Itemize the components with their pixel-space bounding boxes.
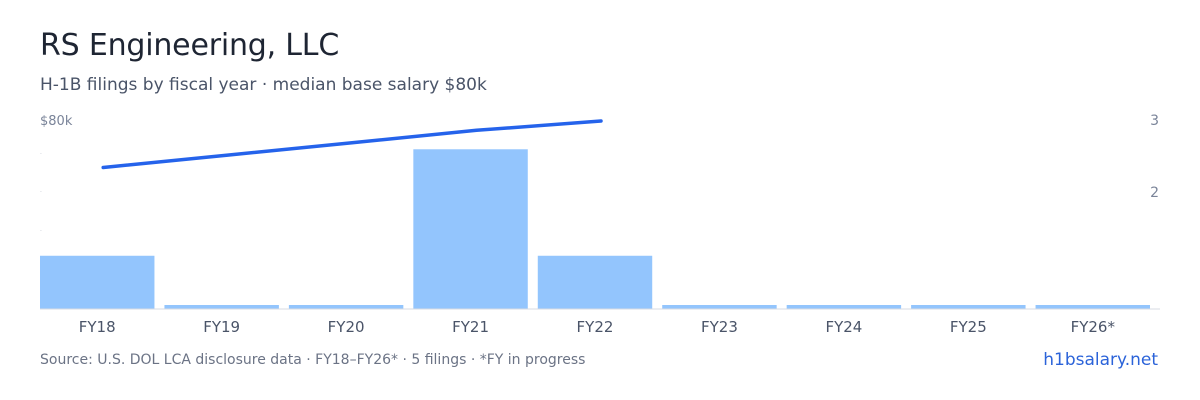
source-note: Source: U.S. DOL LCA disclosure data · F… <box>40 352 586 368</box>
bar-fy22 <box>537 255 653 309</box>
x-axis-labels: FY18 FY19 FY20 FY21 FY22 FY23 FY24 FY25 FY26* <box>79 318 1116 336</box>
bar-fy25 <box>911 305 1026 309</box>
x-tick-label: FY26* <box>1071 318 1116 336</box>
x-tick-label: FY18 <box>79 318 116 336</box>
filings-chart: FY18 FY19 FY20 FY21 FY22 FY23 FY24 FY25 FY26* $8… <box>40 113 1160 336</box>
x-tick-label: FY20 <box>328 318 365 336</box>
x-tick-label: FY22 <box>577 318 614 336</box>
bar-fy24 <box>786 305 902 309</box>
bar-fy21 <box>413 149 528 309</box>
x-tick-label: FY21 <box>452 318 489 336</box>
left-axis-tick-80k: $80k <box>40 114 73 129</box>
left-axis-minor-tick: · <box>40 151 42 158</box>
right-axis-tick-2: 2 <box>1150 185 1159 201</box>
page-title: RS Engineering, LLC <box>40 28 340 63</box>
page-subtitle: H-1B filings by fiscal year · median bas… <box>40 75 487 95</box>
x-tick-label: FY19 <box>203 318 240 336</box>
left-axis-minor-tick: · <box>40 189 42 196</box>
median-salary-line <box>101 119 603 170</box>
bar-fy26 <box>1035 305 1150 309</box>
bar-fy18 <box>40 255 155 309</box>
site-link[interactable]: h1bsalary.net <box>1043 350 1158 370</box>
x-tick-label: FY25 <box>950 318 987 336</box>
right-axis-tick-3: 3 <box>1150 113 1159 129</box>
left-axis-minor-tick: · <box>40 228 42 235</box>
bars-group <box>40 149 1150 309</box>
bar-fy23 <box>662 305 777 309</box>
bar-fy20 <box>288 305 404 309</box>
x-tick-label: FY23 <box>701 318 738 336</box>
bar-fy19 <box>164 305 279 309</box>
x-tick-label: FY24 <box>825 318 862 336</box>
